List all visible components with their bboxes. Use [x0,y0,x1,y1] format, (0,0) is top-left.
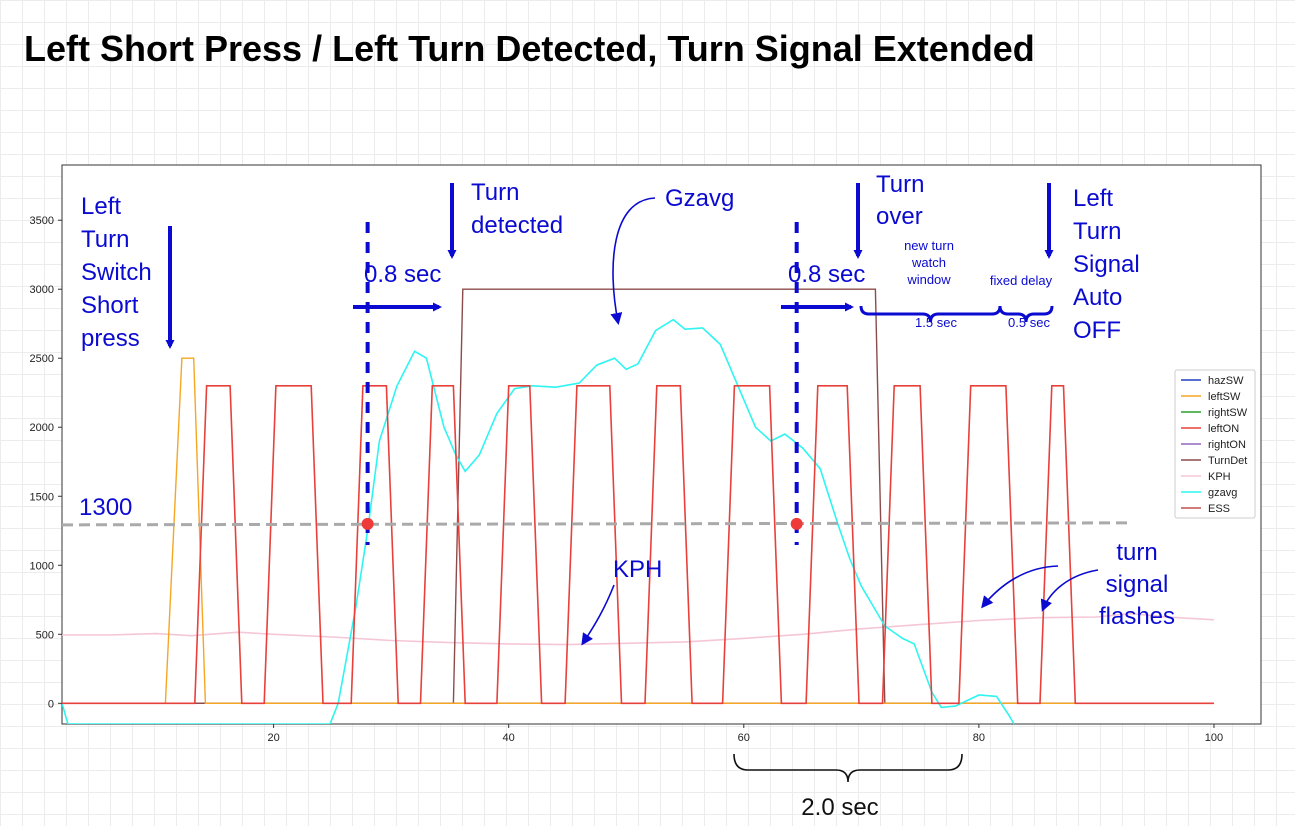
page-title: Left Short Press / Left Turn Detected, T… [24,28,1035,69]
legend-layer: hazSW leftSW rightSW leftON rightON TurnDet KP… [1174,369,1256,519]
flashes-label: turn signal flashes [1099,539,1175,630]
legend-label: leftON [1208,423,1239,435]
y-tick-label: 0 [48,698,54,710]
x-tick-label: 40 [503,732,515,744]
legend-box [1174,369,1256,519]
axes-layer [61,164,1262,725]
legend-label: hazSW [1208,375,1244,387]
left-switch-annotation: Left Turn Switch Short press [81,193,152,352]
watch-window-label: new turn watch window [904,238,954,287]
series-layer [62,288,1215,724]
series-kph [62,612,1215,646]
watch-window-brace [859,305,1002,323]
flashes-pointer-1 [981,565,1059,609]
turn-detected-label: Turn detected [471,179,563,239]
y-tick-label: 3000 [30,284,54,296]
legend-label: rightSW [1208,407,1248,419]
kph-label: KPH [613,556,662,583]
y-tick-label: 500 [36,629,54,641]
delay1-label: 0.8 sec [364,261,441,288]
threshold-line [61,521,1132,527]
y-tick-label: 1000 [30,560,54,572]
legend-label: KPH [1208,471,1231,483]
flashes-pointer-2 [1040,569,1099,612]
gzavg-label: Gzavg [665,185,734,212]
delay2-label: 0.8 sec [788,261,865,288]
threshold-cross-point-2 [790,517,803,530]
gzavg-pointer [610,197,656,325]
fixed-delay-brace [998,305,1054,323]
threshold-label: 1300 [79,494,132,521]
legend-label: rightON [1208,439,1246,451]
auto-off-label: Left Turn Signal Auto OFF [1073,185,1140,344]
watch-window-time: 1.5 sec [915,315,957,330]
series-lefton [62,384,1214,705]
y-tick-label: 3500 [30,215,54,227]
legend-label: TurnDet [1208,455,1247,467]
threshold-cross-point-1 [361,517,374,530]
legend-label: ESS [1208,503,1230,515]
x-tick-label: 80 [973,732,985,744]
x-tick-label: 60 [738,732,750,744]
series-gzavg [62,318,1015,724]
below-brace-label: 2.0 sec [801,794,878,821]
y-tick-label: 2500 [30,353,54,365]
y-tick-label: 2000 [30,422,54,434]
turn-over-label: Turn over [876,171,924,230]
below-axis-brace [733,753,963,783]
kph-pointer [581,584,615,646]
annotation-layer: Left Turn Switch Short press 0.8 sec Turn detec… [81,171,1175,821]
x-tick-label: 20 [267,732,279,744]
plot-frame [61,164,1262,725]
fixed-delay-time: 0.5 sec [1008,315,1050,330]
fixed-delay-label: fixed delay [990,273,1053,288]
overlay-layer: 1300 [61,222,1132,545]
legend-label: leftSW [1208,391,1241,403]
x-tick-label: 100 [1205,732,1223,744]
y-tick-label: 1500 [30,491,54,503]
legend-label: gzavg [1208,487,1237,499]
